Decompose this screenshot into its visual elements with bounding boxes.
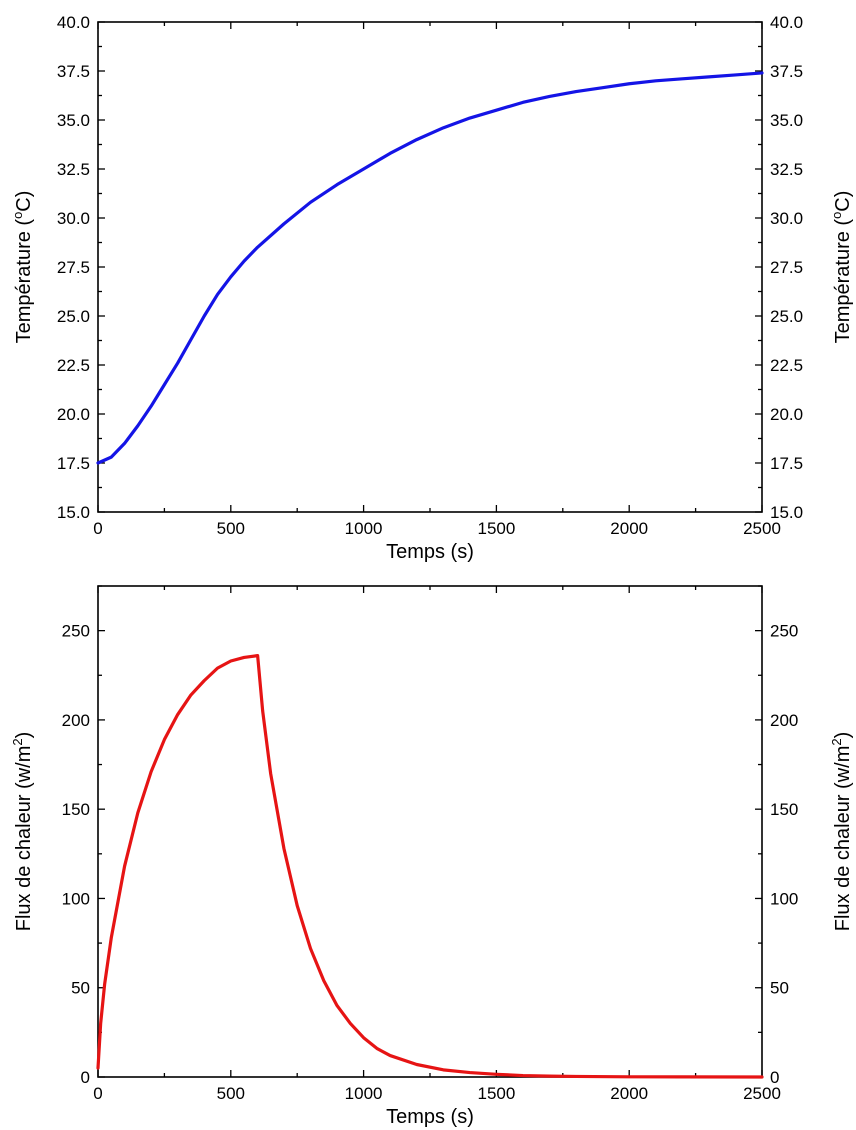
- heat-flux-x-tick-label: 0: [93, 1084, 102, 1103]
- heat-flux-y-tick-label: 0: [81, 1068, 90, 1087]
- heat-flux-x-tick-label: 2500: [743, 1084, 781, 1103]
- temperature-y-axis-title-left: Température (oC): [10, 191, 35, 344]
- temperature-y-axis-title-text-end: C): [13, 191, 35, 212]
- heat-flux-y-tick-label-right: 250: [770, 622, 798, 641]
- heat-flux-y-axis-title-text-end: ): [13, 732, 35, 739]
- temperature-plot-frame: [97, 21, 763, 513]
- heat-flux-y-axis-title-text: Flux de chaleur (w/m: [832, 746, 854, 932]
- temperature-x-tick-label: 500: [217, 519, 245, 538]
- temperature-y-tick-label-right: 35.0: [770, 111, 803, 130]
- heat-flux-y-tick-label: 150: [62, 800, 90, 819]
- temperature-y-tick-label-right: 40.0: [770, 13, 803, 32]
- temperature-series-line: [96, 71, 764, 465]
- temperature-x-tick-label: 0: [93, 519, 102, 538]
- heat-flux-x-tick-label: 2000: [610, 1084, 648, 1103]
- temperature-y-tick-label-right: 15.0: [770, 503, 803, 522]
- temperature-y-tick-label-right: 37.5: [770, 62, 803, 81]
- heat-flux-y-tick-label-right: 0: [770, 1068, 779, 1087]
- heat-flux-y-axis-title-superscript: 2: [10, 738, 25, 745]
- temperature-y-axis-title-text: Température (: [13, 219, 35, 344]
- heat-flux-y-tick-label: 100: [62, 889, 90, 908]
- heat-flux-x-tick-label: 1500: [477, 1084, 515, 1103]
- temperature-y-tick-label-right: 32.5: [770, 160, 803, 179]
- heat-flux-x-tick-label: 1000: [345, 1084, 383, 1103]
- heat-flux-y-tick-label-right: 50: [770, 979, 789, 998]
- temperature-y-tick-label: 22.5: [57, 356, 90, 375]
- heat-flux-y-tick-label: 250: [62, 622, 90, 641]
- heat-flux-y-tick-label-right: 200: [770, 711, 798, 730]
- temperature-x-tick-label: 1500: [477, 519, 515, 538]
- temperature-x-axis-title: Temps (s): [386, 541, 474, 563]
- temperature-x-tick-label: 1000: [345, 519, 383, 538]
- temperature-y-tick-label-right: 17.5: [770, 454, 803, 473]
- heat-flux-y-tick-label: 200: [62, 711, 90, 730]
- heat-flux-series-line: [96, 654, 764, 1079]
- heat-flux-y-axis-title-text-end: ): [832, 732, 854, 739]
- heat-flux-y-axis-title-right: Flux de chaleur (w/m2): [829, 732, 854, 932]
- temperature-y-tick-label: 15.0: [57, 503, 90, 522]
- heat-flux-y-tick-label-right: 150: [770, 800, 798, 819]
- temperature-y-tick-label: 17.5: [57, 454, 90, 473]
- heat-flux-x-tick-label: 500: [217, 1084, 245, 1103]
- temperature-y-tick-label: 30.0: [57, 209, 90, 228]
- heat-flux-plot-frame: [97, 585, 763, 1078]
- heat-flux-y-axis-title-text: Flux de chaleur (w/m: [13, 746, 35, 932]
- temperature-y-tick-label: 35.0: [57, 111, 90, 130]
- temperature-y-tick-label-right: 25.0: [770, 307, 803, 326]
- temperature-y-tick-label: 25.0: [57, 307, 90, 326]
- temperature-x-tick-label: 2000: [610, 519, 648, 538]
- temperature-x-tick-label: 2500: [743, 519, 781, 538]
- temperature-y-tick-label-right: 30.0: [770, 209, 803, 228]
- heat-flux-y-axis-title-left: Flux de chaleur (w/m2): [10, 732, 35, 932]
- temperature-y-axis-title-text: Température (: [832, 219, 854, 344]
- temperature-y-tick-label-right: 27.5: [770, 258, 803, 277]
- temperature-y-axis-title-text-end: C): [832, 191, 854, 212]
- heat-flux-x-axis-title: Temps (s): [386, 1106, 474, 1128]
- temperature-y-tick-label-right: 22.5: [770, 356, 803, 375]
- heat-flux-y-axis-title-superscript: 2: [829, 738, 844, 745]
- temperature-y-tick-label: 27.5: [57, 258, 90, 277]
- temperature-y-tick-label: 20.0: [57, 405, 90, 424]
- temperature-y-axis-title-right: Température (oC): [829, 191, 854, 344]
- heat-flux-y-tick-label: 50: [71, 979, 90, 998]
- temperature-y-tick-label: 40.0: [57, 13, 90, 32]
- temperature-y-axis-title-superscript: o: [829, 212, 844, 219]
- temperature-y-tick-label: 37.5: [57, 62, 90, 81]
- temperature-y-axis-title-superscript: o: [10, 212, 25, 219]
- temperature-y-tick-label: 32.5: [57, 160, 90, 179]
- heat-flux-y-tick-label-right: 100: [770, 889, 798, 908]
- temperature-y-tick-label-right: 20.0: [770, 405, 803, 424]
